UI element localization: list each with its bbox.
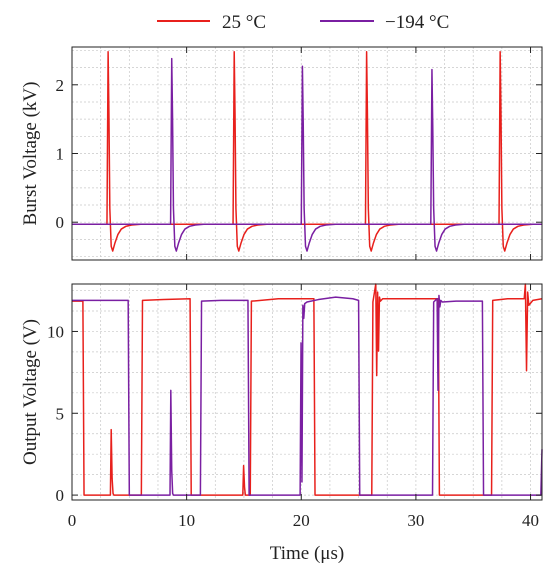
bottom-panel-ylabel: Output Voltage (V) [20, 319, 41, 465]
legend-label-minus194c: −194 °C [385, 12, 449, 33]
bottom-panel-ytick-label-0: 0 [56, 486, 65, 505]
top-panel-series-line-minus194c [72, 57, 542, 252]
bottom-panel-xtick-label-0: 0 [68, 511, 77, 530]
bottom-panel-xtick-label-1: 10 [178, 511, 195, 530]
top-panel-ticks: 0 1 2 [56, 47, 542, 260]
bottom-panel-ytick-label-2: 10 [47, 322, 64, 341]
bottom-panel-series [72, 283, 543, 496]
top-panel-series-line-25c [72, 51, 542, 252]
top-panel-ytick-label-2: 2 [56, 76, 65, 95]
x-axis-label: Time (μs) [270, 543, 344, 564]
bottom-panel-xtick-label-3: 30 [407, 511, 424, 530]
top-panel-grid [72, 47, 542, 260]
bottom-panel-frame [71, 283, 543, 501]
bottom-panel-xtick-label-4: 40 [522, 511, 539, 530]
top-panel-ytick-label-0: 0 [56, 213, 65, 232]
legend-label-25c: 25 °C [222, 12, 266, 33]
bottom-panel: 0 10 20 30 40 0 5 10 Output Voltage (V) Time (μ… [20, 283, 543, 564]
bottom-panel-series-line-minus194c [72, 294, 543, 496]
bottom-panel-series-line-25c [72, 283, 543, 496]
legend: 25 °C −194 °C [157, 12, 449, 33]
top-panel-ytick-label-1: 1 [56, 145, 65, 164]
top-panel-ylabel: Burst Voltage (kV) [20, 82, 41, 226]
bottom-panel-ytick-label-1: 5 [56, 404, 65, 423]
bottom-panel-xtick-label-2: 20 [293, 511, 310, 530]
top-panel-frame [71, 46, 543, 261]
top-panel-series [72, 51, 542, 252]
top-panel: 0 1 2 Burst Voltage (kV) [20, 46, 543, 261]
bottom-panel-ticks: 0 10 20 30 40 0 5 10 [47, 284, 542, 530]
